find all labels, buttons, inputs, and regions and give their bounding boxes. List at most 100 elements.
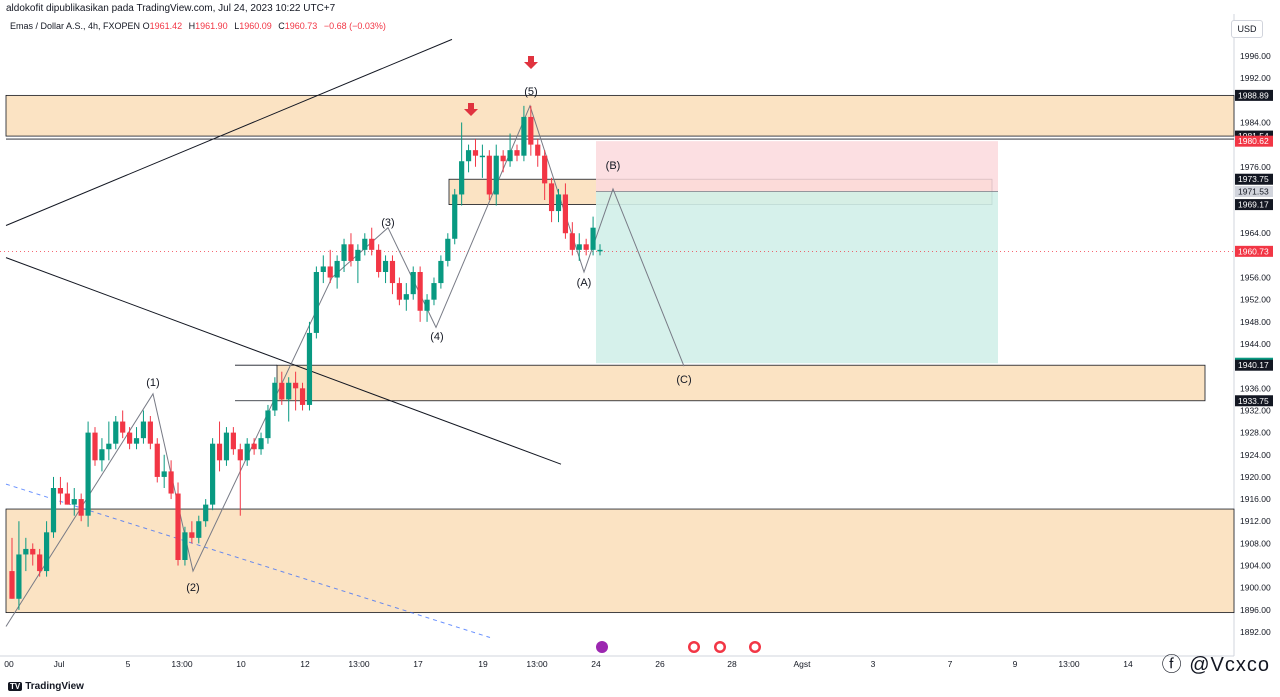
candle-23: [168, 460, 174, 500]
candle-5: [43, 521, 50, 577]
candle-43: [306, 321, 313, 411]
wave-label-3: (4): [430, 331, 443, 343]
candle-body: [555, 194, 562, 212]
candle-39: [279, 371, 285, 405]
open-value: 1961.42: [149, 21, 183, 31]
candle-74: [521, 105, 527, 162]
candle-body: [507, 150, 513, 162]
tradingview-brand[interactable]: TV TradingView: [8, 681, 84, 692]
price-label-text: 1971.53: [1238, 187, 1269, 197]
currency-button[interactable]: USD: [1231, 20, 1263, 38]
candle-body: [438, 260, 444, 284]
candle-body: [196, 521, 202, 538]
symbol-name[interactable]: Emas / Dollar A.S., 4h, FXOPEN: [10, 21, 141, 31]
candle-69: [486, 150, 492, 200]
zone-2: [276, 364, 1206, 402]
time-tick-7: 17: [413, 659, 423, 669]
candle-71: [500, 150, 506, 173]
candle-6: [50, 476, 57, 538]
candle-26: [189, 521, 195, 544]
price-label-text: 1969.17: [1238, 200, 1269, 210]
zone-0: [5, 94, 1235, 137]
candle-body: [583, 244, 589, 250]
candle-body: [369, 238, 375, 250]
candle-46: [327, 249, 333, 284]
candle-13: [99, 438, 105, 472]
candle-27: [196, 515, 202, 544]
candle-51: [362, 233, 368, 256]
candle-body: [452, 194, 458, 239]
candle-body: [175, 493, 181, 560]
candle-47: [334, 255, 340, 289]
price-tick-11: 1928.00: [1240, 428, 1271, 438]
time-tick-9: 13:00: [526, 659, 548, 669]
price-label-bg: [1235, 199, 1273, 211]
price-label-bg: [1235, 395, 1273, 407]
candle-body: [279, 382, 285, 400]
price-label-bg: [1235, 359, 1273, 371]
candle-82: [576, 233, 582, 261]
candle-10: [78, 493, 84, 522]
candle-85: [597, 244, 603, 256]
candle-body: [71, 499, 77, 505]
time-axis[interactable]: 00 Jul 5 13:00 10 12 13:00 17 19 13:00 24 26 28 Agst 3…: [4, 641, 1133, 669]
price-tick-5: 1956.00: [1240, 273, 1271, 283]
price-tick-19: 1896.00: [1240, 605, 1271, 615]
candle-63: [445, 233, 451, 267]
candle-body: [154, 443, 160, 477]
candle-body: [147, 421, 153, 444]
lower-trendline: [5, 257, 562, 465]
brand-label: TradingView: [25, 681, 84, 692]
price-tick-12: 1924.00: [1240, 450, 1271, 460]
time-tick-14: 3: [871, 659, 876, 669]
candle-body: [140, 421, 147, 439]
candle-body: [16, 554, 22, 599]
candle-body: [92, 432, 98, 461]
candle-body: [216, 443, 223, 461]
candle-body: [43, 532, 50, 572]
candle-body: [396, 283, 402, 300]
price-label-bg: [1235, 245, 1273, 257]
candle-body: [50, 488, 57, 533]
price-label-text: 1980.62: [1238, 136, 1269, 146]
price-label-5: 1969.17: [1235, 199, 1273, 211]
wave-label-1: (2): [186, 582, 199, 594]
price-tick-3: 1976.00: [1240, 162, 1271, 172]
candle-14: [106, 421, 112, 461]
candle-72: [507, 133, 513, 167]
candle-body: [189, 532, 195, 538]
time-tick-11: 26: [655, 659, 665, 669]
candle-body: [424, 299, 430, 311]
candle-25: [182, 526, 188, 566]
candle-48: [341, 238, 347, 272]
candle-body: [431, 283, 437, 300]
take-profit-area: [596, 191, 998, 364]
candle-body: [113, 421, 119, 444]
upper-trendline: [5, 38, 453, 226]
price-label-bg: [1235, 135, 1273, 147]
price-axis[interactable]: 1996.00 1992.00 1984.00 1976.00 1964.00 1956.…: [1235, 51, 1273, 637]
zones-layer: [5, 94, 1235, 614]
candle-77: [542, 150, 548, 200]
candle-16: [120, 410, 126, 439]
candle-56: [396, 277, 402, 306]
time-tick-13: Agst: [793, 659, 811, 669]
candle-80: [562, 183, 569, 239]
time-tick-10: 24: [591, 659, 601, 669]
low-value: 1960.09: [239, 21, 272, 31]
candle-31: [223, 427, 230, 466]
candle-32: [230, 427, 236, 455]
candle-58: [410, 266, 416, 300]
ohlc-legend: Emas / Dollar A.S., 4h, FXOPEN O1961.42 …: [10, 21, 390, 31]
candle-17: [127, 427, 133, 450]
us-flag-event-inner-2: [751, 643, 759, 651]
price-tick-1: 1992.00: [1240, 73, 1271, 83]
price-label-text: 1960.73: [1238, 246, 1269, 256]
time-tick-1: Jul: [54, 659, 65, 669]
price-tick-13: 1920.00: [1240, 472, 1271, 482]
price-tick-8: 1944.00: [1240, 339, 1271, 349]
candle-15: [113, 416, 119, 450]
candle-body: [168, 471, 174, 494]
candle-body: [64, 493, 70, 505]
